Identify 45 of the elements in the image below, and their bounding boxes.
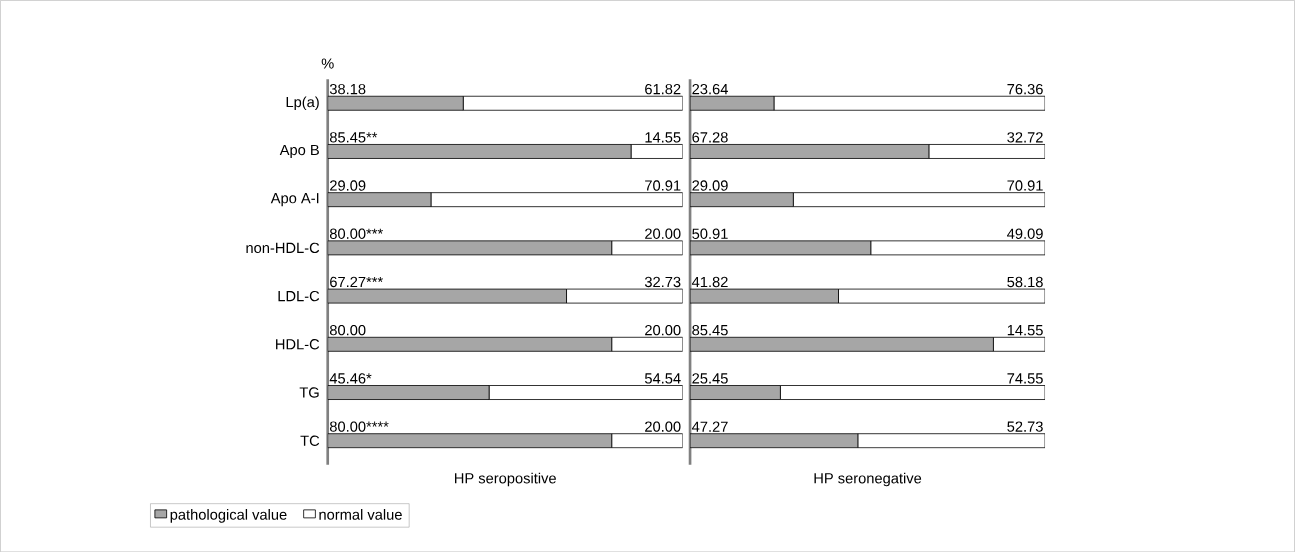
data-label: 49.09 (1007, 228, 1043, 239)
data-label: 80.00 (329, 324, 366, 336)
y-tick-label: non-HDL-C (246, 242, 320, 253)
data-label: 52.73 (1007, 421, 1043, 432)
x-axis-title: HP seropositive (455, 472, 556, 487)
y-axis-title: % (321, 58, 334, 69)
data-label: 67.27*** (330, 276, 383, 288)
data-label: 20.00 (645, 421, 681, 432)
data-label: 23.64 (692, 83, 728, 95)
x-axis-title: HP seronegative (814, 472, 922, 487)
data-label: 38.18 (329, 83, 366, 95)
data-label: 54.54 (644, 373, 681, 384)
data-label: 20.00 (645, 228, 681, 239)
y-tick-label: TC (300, 435, 320, 446)
data-label: 32.72 (1007, 132, 1043, 143)
data-label: 32.73 (644, 276, 681, 288)
data-label: 58.18 (1007, 276, 1043, 288)
y-tick-label: HDL-C (276, 338, 320, 350)
data-label: 80.00**** (329, 421, 389, 432)
y-tick-label: Lp(a) (286, 96, 319, 110)
data-label: 50.91 (692, 228, 728, 239)
data-label: 29.09 (330, 180, 366, 191)
data-label: 45.46* (329, 373, 372, 384)
y-tick-label: LDL-C (278, 290, 320, 302)
data-label: 41.82 (691, 276, 728, 288)
data-label: 25.45 (692, 373, 728, 384)
y-tick-label: Apo B (279, 144, 319, 158)
data-label: 85.45** (329, 132, 378, 143)
data-label: 14.55 (1007, 324, 1043, 336)
legend-label: normal value (319, 508, 402, 520)
data-label: 20.00 (645, 324, 681, 336)
data-label: 67.28 (692, 132, 728, 143)
y-tick-label: Apo A-I (270, 192, 319, 207)
data-label: 70.91 (1007, 180, 1043, 191)
data-label: 70.91 (645, 180, 681, 191)
data-label: 76.36 (1007, 83, 1043, 95)
data-label: 14.55 (645, 132, 681, 143)
data-label: 29.09 (692, 180, 728, 191)
data-label: 47.27 (691, 421, 728, 432)
data-label: 74.55 (1007, 373, 1043, 384)
legend-label: pathological value (170, 508, 287, 523)
data-label: 85.45 (692, 324, 728, 336)
data-label: 80.00*** (329, 228, 383, 239)
data-label: 61.82 (645, 83, 681, 95)
y-tick-label: TG (299, 387, 319, 398)
